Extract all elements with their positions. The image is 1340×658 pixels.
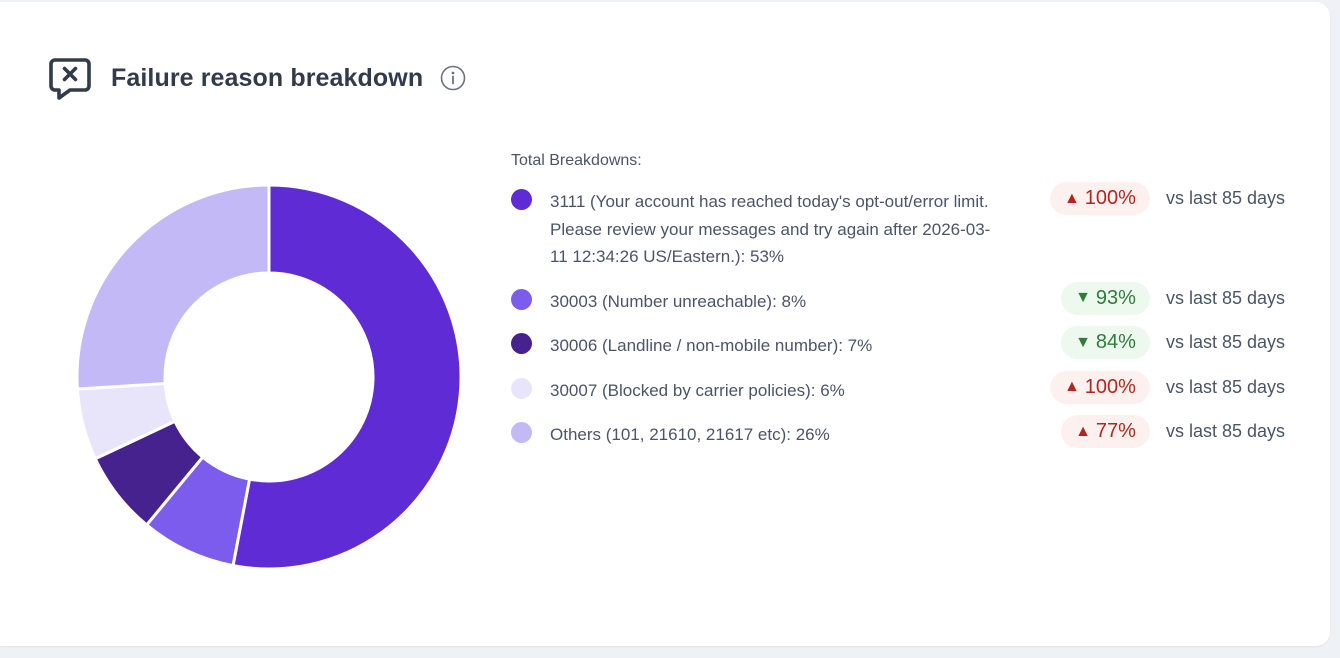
delta-badge: ▲ 100% [1049,370,1150,404]
arrow-down-icon: ▼ [1075,333,1091,351]
comparison-label: vs last 85 days [1165,421,1285,441]
legend-item: 3111 (Your account has reached today's o… [511,182,1301,271]
comparison-label: vs last 85 days [1165,332,1285,352]
legend-item: 30006 (Landline / non-mobile number): 7%… [511,326,1301,360]
legend-item: Others (101, 21610, 21617 etc): 26% ▲ 77… [511,415,1301,449]
delta-badge: ▼ 93% [1061,281,1150,315]
comparison-label: vs last 85 days [1165,376,1285,397]
failure-reason-card: Failure reason breakdown Total Breakdown… [0,2,1330,646]
delta-group: ▼ 93% vs last 85 days [1061,281,1285,315]
legend-item-label: 30006 (Landline / non-mobile number): 7% [550,336,873,355]
donut-slice-3111[interactable] [231,184,462,570]
delta-badge: ▲ 100% [1049,182,1150,215]
arrow-up-icon: ▲ [1063,378,1080,395]
donut-slice-others[interactable] [76,184,271,391]
comparison-label: vs last 85 days [1165,188,1285,208]
legend-item-label: 30007 (Blocked by carrier policies): 6% [550,380,845,400]
delta-value: 84% [1095,331,1136,353]
delta-group: ▲ 100% vs last 85 days [1049,182,1285,215]
card-header: Failure reason breakdown [46,54,467,102]
info-icon[interactable] [439,64,467,92]
delta-value: 100% [1084,375,1136,398]
legend-item-label: Others (101, 21610, 21617 etc): 26% [550,425,830,444]
arrow-up-icon: ▲ [1075,422,1091,440]
delta-group: ▲ 100% vs last 85 days [1049,370,1285,404]
delta-value: 100% [1084,187,1136,209]
card-title: Failure reason breakdown [111,63,424,92]
legend-item-label: 3111 (Your account has reached today's o… [550,192,991,266]
legend-swatch [511,288,532,310]
legend-swatch [511,333,532,354]
legend-swatch [511,377,532,399]
donut-chart [76,184,462,570]
delta-group: ▼ 84% vs last 85 days [1061,326,1285,359]
delta-badge: ▼ 84% [1061,326,1150,359]
comparison-label: vs last 85 days [1165,287,1285,308]
delta-value: 77% [1095,420,1136,442]
message-x-icon [49,58,91,100]
legend-item-label: 30003 (Number unreachable): 8% [550,291,807,311]
delta-badge: ▲ 77% [1061,415,1150,448]
legend-title: Total Breakdowns: [511,152,642,169]
legend-item: 30007 (Blocked by carrier policies): 6% … [511,370,1301,405]
arrow-down-icon: ▼ [1075,289,1091,306]
delta-group: ▲ 77% vs last 85 days [1061,415,1285,448]
legend: Total Breakdowns: 3111 (Your account has… [511,152,1301,469]
delta-value: 93% [1095,286,1136,309]
arrow-up-icon: ▲ [1063,189,1080,207]
legend-swatch [511,189,532,210]
legend-swatch [511,422,532,443]
legend-item: 30003 (Number unreachable): 8% ▼ 93% vs … [511,281,1301,316]
